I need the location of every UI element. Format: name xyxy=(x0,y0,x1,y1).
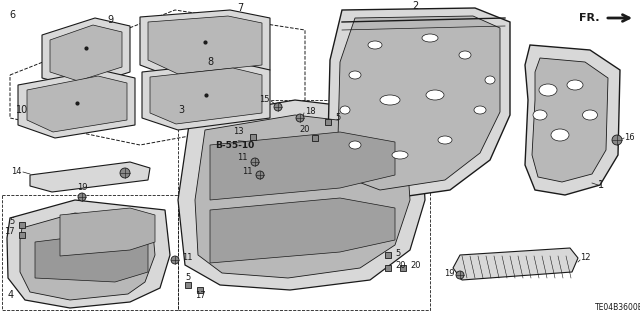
Polygon shape xyxy=(42,18,130,88)
Polygon shape xyxy=(453,248,578,280)
Text: 8: 8 xyxy=(207,57,213,67)
Ellipse shape xyxy=(485,76,495,84)
Circle shape xyxy=(274,103,282,111)
Circle shape xyxy=(171,256,179,264)
Text: 5: 5 xyxy=(335,114,340,122)
Text: 5: 5 xyxy=(10,218,15,226)
Circle shape xyxy=(78,193,86,201)
Bar xyxy=(19,222,25,228)
Circle shape xyxy=(456,271,464,279)
Text: 14: 14 xyxy=(12,167,22,176)
Ellipse shape xyxy=(380,95,400,105)
Text: 2: 2 xyxy=(412,1,418,11)
Polygon shape xyxy=(178,100,425,290)
Ellipse shape xyxy=(551,129,569,141)
Bar xyxy=(325,119,331,125)
Polygon shape xyxy=(140,10,270,80)
Text: 19: 19 xyxy=(445,269,455,278)
Text: 3: 3 xyxy=(178,105,184,115)
Text: B-55-10: B-55-10 xyxy=(215,140,254,150)
Text: 11: 11 xyxy=(237,153,248,162)
Text: 11: 11 xyxy=(243,167,253,175)
Text: 4: 4 xyxy=(8,290,14,300)
Text: 20: 20 xyxy=(395,262,406,271)
Ellipse shape xyxy=(533,110,547,120)
Ellipse shape xyxy=(426,90,444,100)
Text: 19: 19 xyxy=(77,183,87,192)
Text: 15: 15 xyxy=(259,95,270,105)
Text: 1: 1 xyxy=(598,180,604,190)
Text: 6: 6 xyxy=(9,10,15,20)
Polygon shape xyxy=(210,198,395,263)
Bar xyxy=(185,282,191,288)
Polygon shape xyxy=(142,62,270,130)
Text: 7: 7 xyxy=(237,3,243,13)
Text: FR.: FR. xyxy=(579,13,600,23)
Polygon shape xyxy=(195,115,410,278)
Polygon shape xyxy=(30,162,150,192)
Text: 16: 16 xyxy=(624,133,635,143)
Circle shape xyxy=(251,158,259,166)
Polygon shape xyxy=(328,8,510,200)
Polygon shape xyxy=(338,16,500,190)
Bar xyxy=(250,134,256,140)
Polygon shape xyxy=(35,232,148,282)
Polygon shape xyxy=(532,58,608,182)
Circle shape xyxy=(296,114,304,122)
Circle shape xyxy=(120,168,130,178)
Bar xyxy=(19,232,25,238)
Text: 12: 12 xyxy=(580,254,591,263)
Text: 20: 20 xyxy=(410,262,420,271)
Circle shape xyxy=(612,135,622,145)
Text: 13: 13 xyxy=(234,128,244,137)
Ellipse shape xyxy=(539,84,557,96)
Ellipse shape xyxy=(368,41,382,49)
Ellipse shape xyxy=(474,106,486,114)
Text: 5: 5 xyxy=(186,273,191,283)
Ellipse shape xyxy=(422,34,438,42)
Polygon shape xyxy=(27,76,127,132)
Polygon shape xyxy=(18,70,135,138)
Polygon shape xyxy=(210,132,395,200)
Text: 9: 9 xyxy=(107,15,113,25)
Polygon shape xyxy=(525,45,620,195)
Text: 5: 5 xyxy=(395,249,400,257)
Polygon shape xyxy=(7,200,170,308)
Text: 18: 18 xyxy=(305,108,316,116)
Text: 10: 10 xyxy=(16,105,28,115)
Polygon shape xyxy=(20,213,155,300)
Ellipse shape xyxy=(392,151,408,159)
Ellipse shape xyxy=(438,136,452,144)
Polygon shape xyxy=(60,208,155,256)
Bar xyxy=(400,265,406,271)
Text: 11: 11 xyxy=(182,254,193,263)
Ellipse shape xyxy=(459,51,471,59)
Ellipse shape xyxy=(582,110,598,120)
Ellipse shape xyxy=(340,106,350,114)
Polygon shape xyxy=(150,68,262,124)
Polygon shape xyxy=(50,25,122,81)
Ellipse shape xyxy=(349,141,361,149)
Bar xyxy=(385,265,391,271)
Polygon shape xyxy=(148,16,262,74)
Text: 20: 20 xyxy=(300,125,310,135)
Text: 17: 17 xyxy=(195,291,205,300)
Ellipse shape xyxy=(349,71,361,79)
Ellipse shape xyxy=(567,80,583,90)
Bar xyxy=(312,135,318,141)
Text: 17: 17 xyxy=(4,227,15,236)
Bar xyxy=(197,287,203,293)
Text: TE04B3600B: TE04B3600B xyxy=(595,303,640,313)
Circle shape xyxy=(256,171,264,179)
Bar xyxy=(385,252,391,258)
